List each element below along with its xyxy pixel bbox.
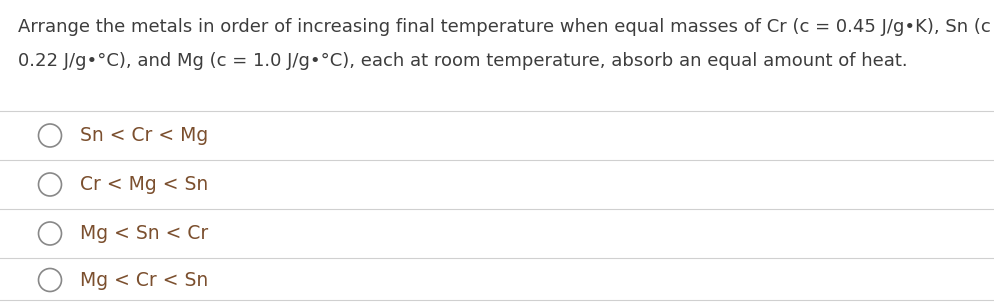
Text: 0.22 J/g•°C), and Mg (c = 1.0 J/g•°C), each at room temperature, absorb an equal: 0.22 J/g•°C), and Mg (c = 1.0 J/g•°C), e… (18, 52, 907, 70)
Text: Sn < Cr < Mg: Sn < Cr < Mg (80, 126, 208, 145)
Text: Arrange the metals in order of increasing final temperature when equal masses of: Arrange the metals in order of increasin… (18, 18, 994, 36)
Text: Mg < Sn < Cr: Mg < Sn < Cr (80, 224, 208, 243)
Text: Mg < Cr < Sn: Mg < Cr < Sn (80, 270, 208, 290)
Text: Cr < Mg < Sn: Cr < Mg < Sn (80, 175, 208, 194)
